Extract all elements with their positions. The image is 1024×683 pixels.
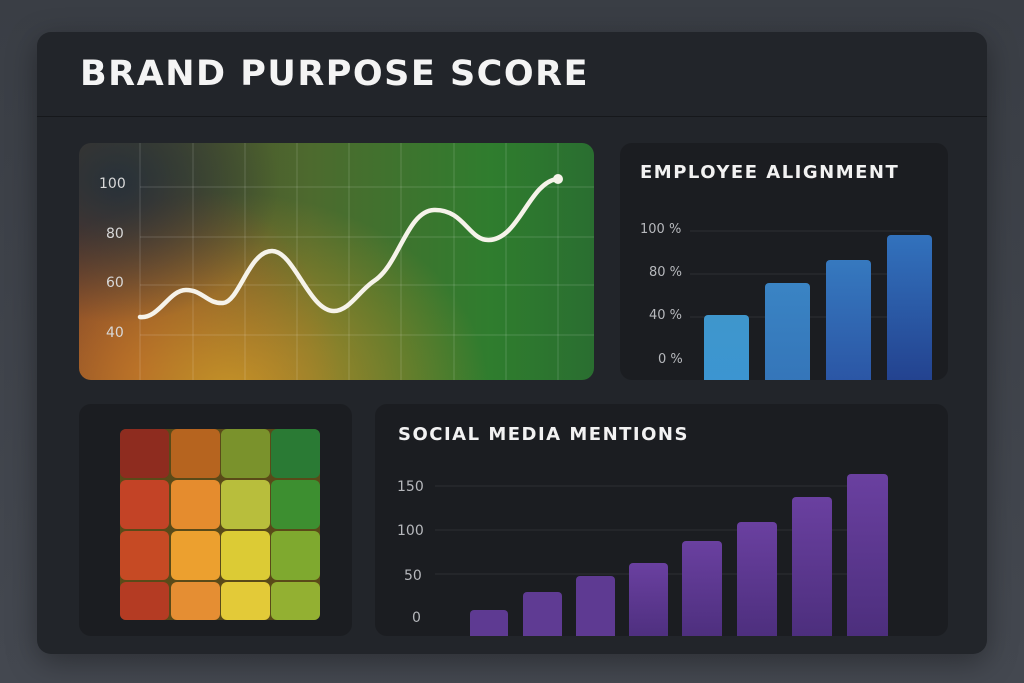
employee-alignment-title: EMPLOYEE ALIGNMENT bbox=[640, 162, 900, 183]
y-tick-80: 80 bbox=[106, 226, 124, 242]
heatmap-panel bbox=[79, 404, 352, 636]
y-tick-100: 100 bbox=[99, 176, 126, 192]
brand-score-line-chart: 100 80 60 40 bbox=[79, 143, 594, 380]
dashboard-frame: BRAND PURPOSE SCORE 100 80 60 40 EMPLOYE… bbox=[37, 32, 987, 654]
y-tick-60: 60 bbox=[106, 275, 124, 291]
employee-alignment-panel: EMPLOYEE ALIGNMENT 100 % 80 % 40 % 0 % bbox=[620, 143, 948, 380]
y-tick-80pct: 80 % bbox=[649, 265, 683, 280]
social-media-chart bbox=[435, 474, 888, 636]
y-tick-50: 50 bbox=[404, 568, 422, 584]
y-tick-100: 100 bbox=[397, 523, 424, 539]
line-chart-svg bbox=[137, 143, 594, 380]
social-media-panel: SOCIAL MEDIA MENTIONS 150 100 50 0 bbox=[375, 404, 948, 636]
social-media-title: SOCIAL MEDIA MENTIONS bbox=[398, 424, 689, 445]
dashboard-header: BRAND PURPOSE SCORE bbox=[37, 32, 987, 117]
employee-alignment-chart bbox=[690, 230, 932, 380]
y-tick-40: 40 bbox=[106, 325, 124, 341]
dashboard-title: BRAND PURPOSE SCORE bbox=[80, 54, 589, 94]
y-tick-100pct: 100 % bbox=[640, 222, 682, 237]
y-tick-0: 0 bbox=[412, 610, 421, 626]
y-tick-40pct: 40 % bbox=[649, 308, 683, 323]
heatmap-grid bbox=[120, 429, 320, 620]
y-tick-150: 150 bbox=[397, 479, 424, 495]
y-tick-0pct: 0 % bbox=[658, 352, 683, 367]
